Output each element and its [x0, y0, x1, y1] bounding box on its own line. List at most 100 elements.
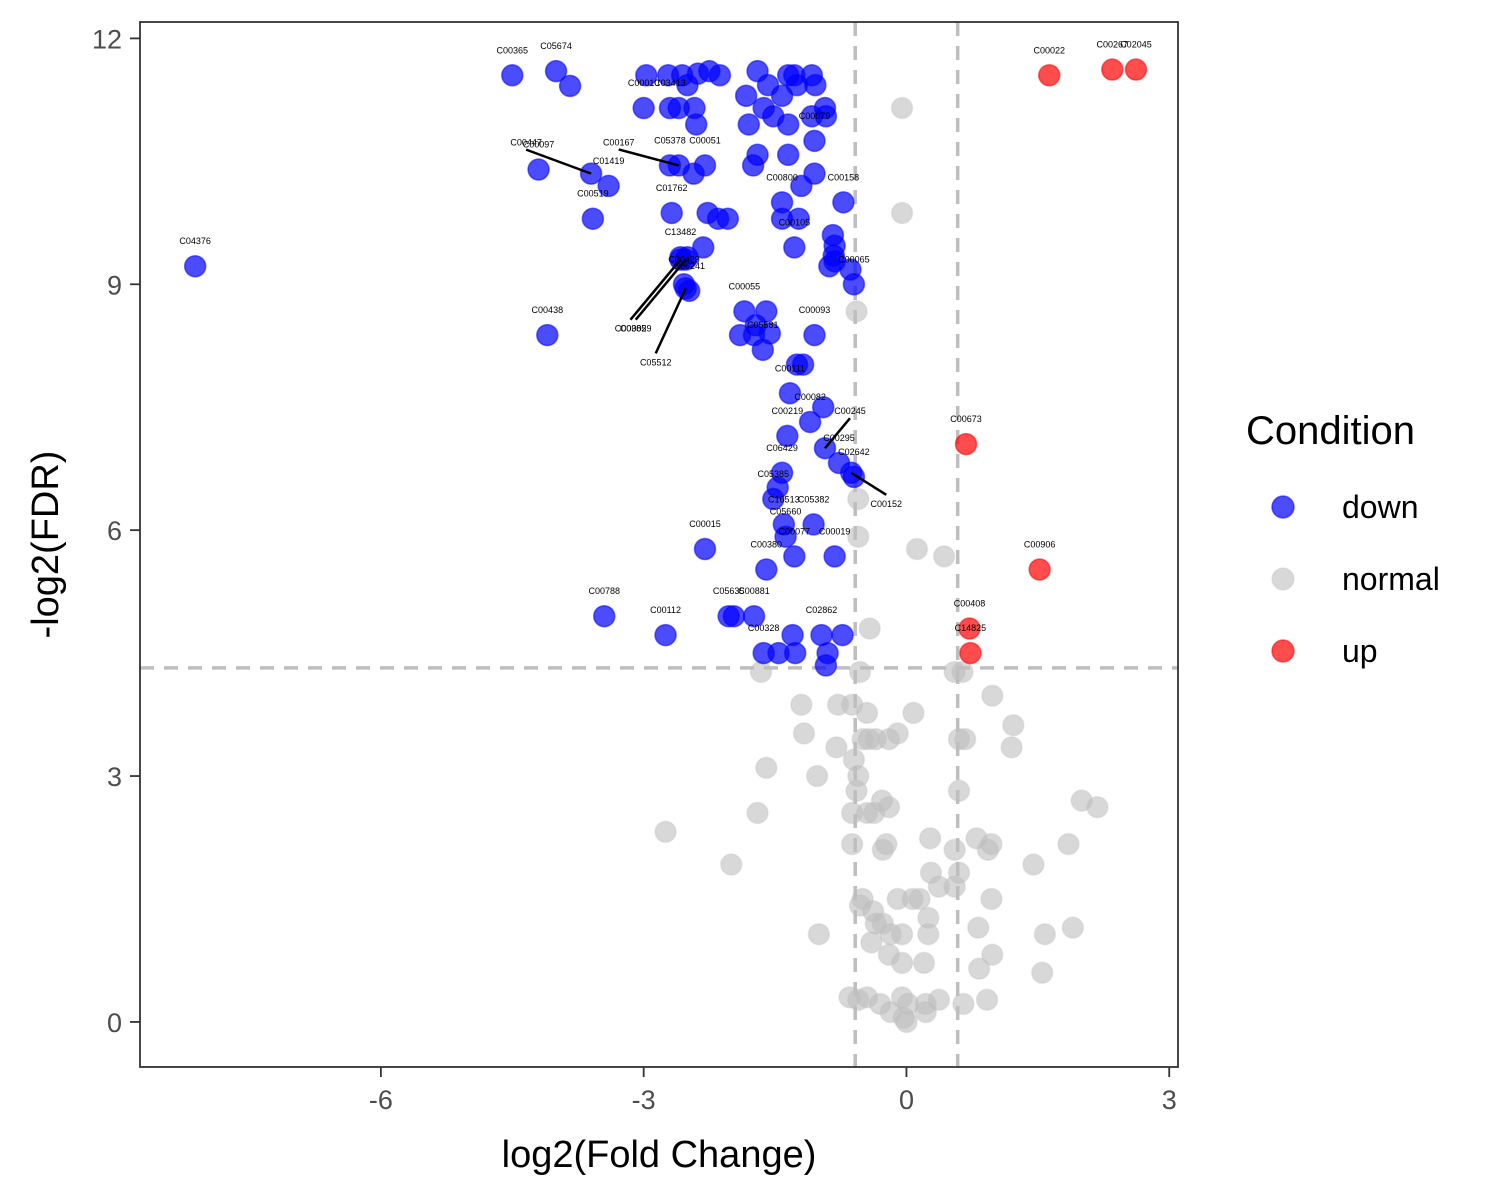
y-tick-label-4: 12 [92, 24, 122, 54]
point-down-77 [778, 382, 802, 405]
point-normal-69 [807, 922, 831, 946]
point-down-80 [776, 424, 799, 448]
point-label-C05512: C05512 [640, 357, 672, 367]
point-down-76 [791, 353, 815, 376]
point-up-1 [1101, 58, 1124, 81]
point-down-37 [746, 143, 769, 167]
point-label-C00158: C00158 [828, 172, 860, 182]
point-label-C00267: C00267 [1097, 40, 1129, 50]
y-tick-label-2: 6 [107, 516, 122, 546]
point-label-C00295: C00295 [823, 433, 855, 443]
point-normal-16 [855, 701, 879, 725]
point-label-C00385: C00385 [615, 324, 647, 334]
leader-line-C00385 [629, 258, 682, 321]
point-normal-47 [918, 827, 942, 850]
point-label-C00219: C00219 [772, 406, 804, 416]
point-down-61 [691, 236, 715, 259]
point-label-C00097: C00097 [523, 140, 555, 150]
point-up-2 [1124, 58, 1148, 81]
point-down-3 [558, 74, 582, 98]
point-label-C05635: C05635 [713, 586, 745, 596]
point-label-C05382: C05382 [798, 494, 830, 504]
point-down-94 [755, 558, 778, 581]
point-down-53 [783, 236, 806, 259]
point-label-C00365: C00365 [497, 45, 529, 55]
point-label-C02045: C02045 [1120, 40, 1152, 50]
point-label-C05385: C05385 [758, 469, 790, 479]
point-down-40 [527, 158, 550, 181]
point-normal-70 [860, 931, 883, 954]
point-normal-95 [952, 992, 975, 1016]
point-label-C00010: C00010 [628, 78, 660, 88]
point-label-C00152: C00152 [871, 499, 903, 509]
point-down-98 [742, 604, 766, 628]
x-tick-label-1: -3 [632, 1085, 656, 1115]
point-down-50 [716, 207, 740, 230]
point-down-63 [842, 273, 866, 296]
point-label-C00019: C00019 [819, 526, 851, 536]
point-normal-18 [1002, 713, 1025, 737]
leader-line-C00029 [634, 258, 687, 321]
point-normal-72 [890, 922, 914, 946]
point-down-38 [776, 143, 800, 167]
y-tick-label-0: 0 [107, 1008, 122, 1038]
point-up-6 [959, 641, 982, 665]
point-down-107 [814, 654, 838, 677]
legend-label-up: up [1342, 633, 1378, 669]
point-normal-11 [951, 660, 974, 684]
point-normal-79 [912, 951, 936, 975]
legend: Condition down normal up [1246, 409, 1440, 669]
leader-line-C00152 [850, 471, 887, 496]
point-up-0 [1037, 64, 1061, 87]
point-down-2 [544, 59, 568, 83]
legend-title: Condition [1246, 409, 1415, 453]
point-label-C05674: C05674 [540, 41, 572, 51]
point-down-87 [762, 487, 785, 511]
point-label-C05378: C05378 [654, 135, 686, 145]
point-label-C16513: C16513 [768, 494, 800, 504]
point-normal-6 [932, 545, 956, 568]
point-up-4 [1028, 558, 1051, 581]
point-normal-94 [927, 988, 951, 1012]
point-label-C00022: C00022 [1033, 45, 1065, 55]
y-axis-title: -log2(FDR) [25, 451, 67, 639]
point-label-C00029: C00029 [620, 324, 652, 334]
point-down-24 [734, 84, 758, 108]
point-normal-43 [654, 820, 677, 844]
point-down-74 [803, 323, 826, 347]
point-normal-48 [943, 838, 966, 862]
point-label-C04376: C04376 [179, 236, 211, 246]
point-normal-27 [953, 727, 977, 751]
point-label-C05581: C05581 [747, 320, 779, 330]
x-tick-label-0: -6 [369, 1085, 393, 1115]
legend-key-up [1271, 639, 1295, 663]
point-down-32 [803, 129, 826, 153]
point-normal-78 [890, 951, 914, 975]
point-normal-82 [1030, 961, 1054, 984]
point-down-42 [597, 174, 620, 198]
panel-border [139, 21, 1179, 1068]
point-label-C00015: C00015 [689, 519, 721, 529]
point-label-C03413: C03413 [654, 78, 686, 88]
point-normal-73 [917, 922, 940, 946]
point-label-C00082: C00082 [794, 392, 826, 402]
point-down-31 [814, 105, 838, 128]
point-normal-80 [967, 957, 991, 980]
leader-line-C00245 [824, 417, 851, 449]
point-normal-4 [847, 525, 870, 548]
point-down-0 [183, 254, 207, 278]
point-down-73 [751, 338, 775, 362]
point-down-99 [654, 623, 677, 647]
point-normal-53 [720, 853, 743, 876]
data-points [183, 58, 1148, 1034]
point-label-C00055: C00055 [729, 281, 761, 291]
point-down-93 [823, 545, 846, 568]
point-down-78 [811, 395, 835, 419]
point-label-C00429: C00429 [668, 254, 700, 264]
point-label-C00438: C00438 [532, 305, 564, 315]
point-normal-1 [890, 201, 914, 225]
x-axis: -6 -3 0 3 [369, 1067, 1177, 1115]
point-label-C00051: C00051 [689, 135, 721, 145]
point-down-27 [737, 113, 761, 136]
